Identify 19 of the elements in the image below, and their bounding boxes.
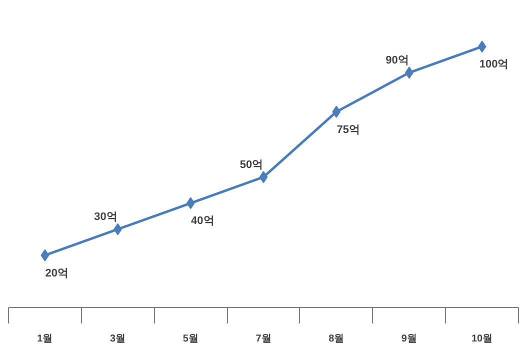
point bbox=[478, 40, 486, 53]
data-label: 30억 bbox=[94, 211, 118, 224]
x-tick-label: 10월 bbox=[472, 334, 493, 344]
data-label: 75억 bbox=[336, 124, 360, 136]
x-tick-label: 8월 bbox=[328, 334, 344, 344]
x-tick-label: 1월 bbox=[37, 334, 53, 344]
point bbox=[332, 106, 341, 118]
data-label: 90억 bbox=[386, 54, 409, 67]
data-label: 40억 bbox=[191, 215, 214, 228]
x-tick-label: 5월 bbox=[182, 334, 198, 344]
point bbox=[259, 171, 268, 184]
data-label: 20억 bbox=[45, 267, 69, 280]
data-label: 50억 bbox=[240, 159, 264, 172]
x-tick-label: 7월 bbox=[256, 334, 272, 344]
point bbox=[186, 197, 195, 210]
x-tick-label: 9월 bbox=[401, 334, 417, 344]
point bbox=[40, 249, 50, 262]
x-tick-label: 3월 bbox=[110, 334, 126, 344]
data-label: 100억 bbox=[479, 58, 509, 71]
